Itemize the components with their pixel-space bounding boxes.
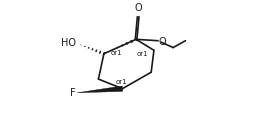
Polygon shape	[77, 86, 123, 93]
Text: or1: or1	[110, 50, 122, 56]
Text: O: O	[159, 37, 166, 47]
Text: or1: or1	[137, 51, 149, 57]
Text: F: F	[69, 88, 75, 98]
Text: HO: HO	[61, 38, 76, 48]
Text: or1: or1	[116, 79, 128, 85]
Text: O: O	[134, 3, 142, 13]
